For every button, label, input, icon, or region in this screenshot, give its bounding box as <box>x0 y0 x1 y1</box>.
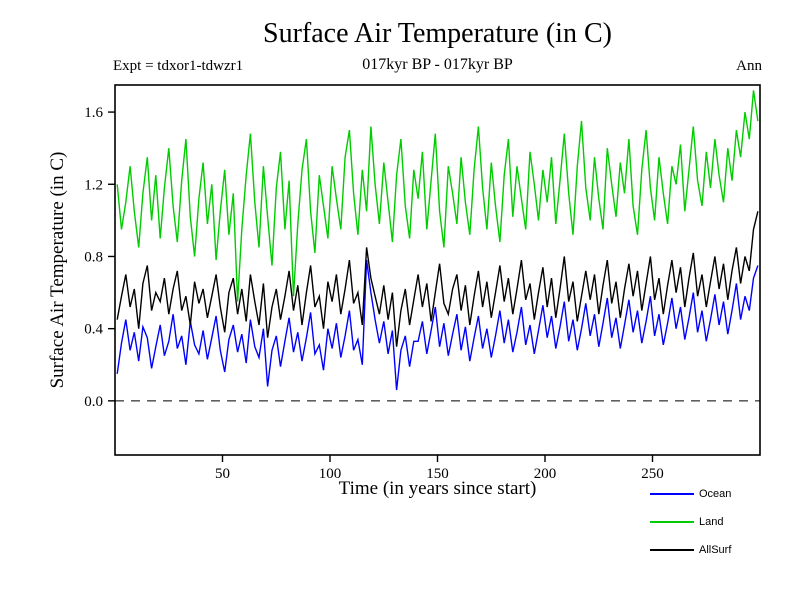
x-tick-label: 100 <box>319 466 342 482</box>
y-tick-label: 1.6 <box>84 105 103 121</box>
chart-subtitle: 017kyr BP - 017kyr BP <box>362 56 513 73</box>
series-line-allsurf <box>116 211 759 347</box>
plot-frame <box>114 84 761 456</box>
chart-title: Surface Air Temperature (in C) <box>263 18 612 49</box>
legend: Ocean Land AllSurf <box>650 480 731 564</box>
y-tick-label: 0.8 <box>84 249 103 265</box>
y-tick-label: 0.4 <box>84 322 103 338</box>
x-tick-label: 50 <box>215 466 230 482</box>
y-tick-label: 1.2 <box>84 177 103 193</box>
legend-row-ocean: Ocean <box>650 480 731 508</box>
allsurf-line-swatch <box>650 549 694 551</box>
land-line-swatch <box>650 521 694 523</box>
series-line-land <box>116 90 759 302</box>
legend-label-land: Land <box>699 516 724 528</box>
x-axis-title: Time (in years since start) <box>338 478 537 499</box>
x-tick-label: 150 <box>426 466 449 482</box>
legend-label-ocean: Ocean <box>699 488 732 500</box>
experiment-label: Expt = tdxor1-tdwzr1 <box>113 58 244 74</box>
annual-label: Ann <box>736 58 762 74</box>
y-tick-label: 0.0 <box>84 394 103 410</box>
ocean-line-swatch <box>650 493 694 495</box>
x-tick-label: 250 <box>641 466 664 482</box>
series-line-ocean <box>116 260 759 391</box>
legend-row-allsurf: AllSurf <box>650 536 731 564</box>
x-tick-label: 200 <box>534 466 557 482</box>
legend-label-allsurf: AllSurf <box>699 544 732 556</box>
legend-row-land: Land <box>650 508 731 536</box>
